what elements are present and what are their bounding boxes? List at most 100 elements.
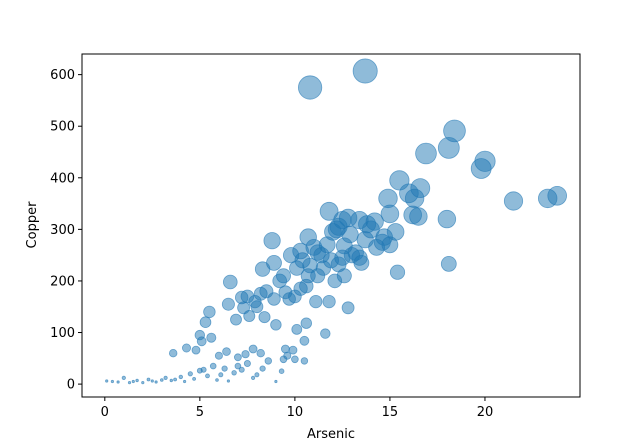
data-point <box>127 380 132 385</box>
data-point <box>192 376 197 381</box>
data-point <box>163 375 168 380</box>
data-point <box>230 313 242 326</box>
data-point <box>238 366 245 373</box>
data-point <box>288 345 298 355</box>
data-point <box>440 255 457 272</box>
data-point <box>150 379 154 383</box>
data-point <box>121 375 126 380</box>
x-tick-label: 20 <box>477 405 494 420</box>
data-point <box>234 362 242 370</box>
x-axis-label: Arsenic <box>307 427 355 442</box>
data-point <box>320 328 331 339</box>
data-point <box>200 366 207 373</box>
data-point <box>206 332 217 343</box>
data-point <box>243 359 251 367</box>
data-point <box>251 375 256 380</box>
data-point <box>353 254 370 271</box>
data-point <box>270 319 282 331</box>
data-point <box>248 344 258 354</box>
data-point <box>116 380 120 384</box>
data-point <box>168 349 178 358</box>
data-point <box>327 273 343 289</box>
data-point <box>209 362 217 370</box>
data-point <box>258 311 271 324</box>
data-point <box>279 355 288 364</box>
data-point <box>291 355 299 364</box>
data-point <box>267 292 281 306</box>
data-point <box>241 350 250 359</box>
data-point <box>300 357 309 365</box>
y-axis: 0 100 200 300 400 500 600 <box>50 68 82 393</box>
data-point <box>146 377 151 382</box>
data-point <box>410 178 431 199</box>
y-axis-label: Copper <box>25 201 40 249</box>
data-point <box>191 345 201 355</box>
data-point <box>169 378 173 383</box>
y-tick-label: 100 <box>50 326 75 341</box>
data-point <box>221 365 228 372</box>
data-point <box>299 335 310 346</box>
y-tick-label: 0 <box>67 378 75 393</box>
data-point <box>474 150 496 172</box>
y-tick-label: 500 <box>50 120 75 135</box>
data-point <box>409 207 428 226</box>
data-point <box>322 294 336 309</box>
data-point <box>334 249 351 266</box>
x-tick-label: 10 <box>287 405 304 420</box>
data-point <box>231 370 237 376</box>
data-point <box>297 75 323 100</box>
data-point <box>199 316 212 329</box>
data-point <box>233 353 242 362</box>
data-point <box>203 305 216 319</box>
data-point <box>218 372 224 378</box>
data-point <box>141 380 145 385</box>
y-tick-label: 300 <box>50 223 75 238</box>
data-point <box>135 378 139 383</box>
data-point <box>178 374 183 380</box>
data-point <box>131 379 135 384</box>
data-point <box>254 372 260 378</box>
data-point <box>243 309 256 322</box>
data-point <box>110 379 115 384</box>
data-point <box>214 351 223 360</box>
data-point <box>389 264 406 280</box>
data-point <box>226 379 230 383</box>
y-tick-label: 600 <box>50 68 75 83</box>
data-point <box>259 365 266 372</box>
data-point <box>309 294 323 309</box>
data-point <box>280 344 290 354</box>
data-point <box>222 347 231 356</box>
data-point <box>293 281 308 296</box>
data-point <box>275 268 291 284</box>
data-point <box>386 223 405 241</box>
data-point <box>443 119 466 143</box>
data-point <box>274 379 278 384</box>
x-tick-label: 0 <box>101 405 109 420</box>
data-point <box>183 379 187 384</box>
plot-frame <box>81 53 581 398</box>
data-point <box>181 343 191 353</box>
data-point <box>278 368 285 375</box>
data-point <box>373 233 391 251</box>
data-point <box>300 317 313 329</box>
data-point <box>547 186 567 206</box>
x-axis: 0 5 10 15 20 <box>101 397 494 420</box>
data-point <box>437 209 457 229</box>
data-point <box>503 191 524 211</box>
data-point <box>264 357 272 365</box>
points-layer <box>105 58 567 385</box>
y-tick-label: 400 <box>50 171 75 186</box>
data-point <box>310 268 326 284</box>
data-point <box>319 201 339 221</box>
data-point <box>194 329 206 341</box>
data-point <box>205 373 210 379</box>
y-tick-label: 200 <box>50 274 75 289</box>
data-point <box>154 380 158 384</box>
data-point <box>415 142 437 165</box>
data-point <box>341 301 355 315</box>
data-point <box>105 379 109 383</box>
data-point <box>291 323 303 335</box>
data-point <box>173 377 178 382</box>
